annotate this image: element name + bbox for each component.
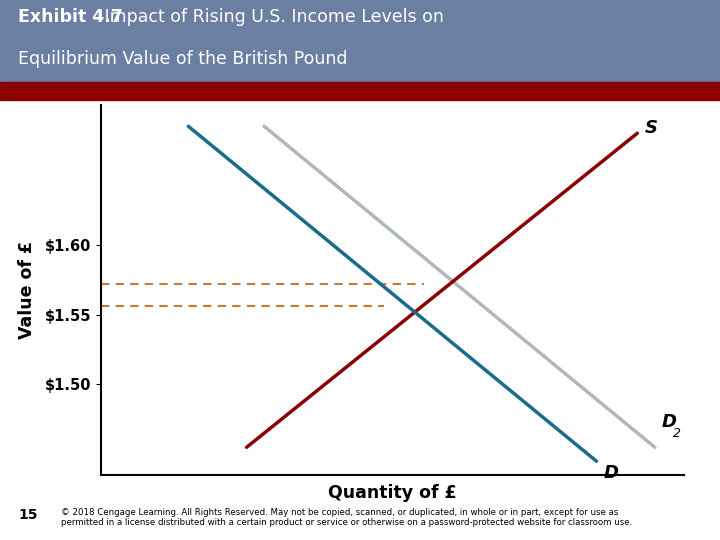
- Text: Exhibit 4.7: Exhibit 4.7: [18, 8, 122, 26]
- Text: 15: 15: [18, 508, 37, 522]
- Text: S: S: [644, 119, 657, 137]
- Y-axis label: Value of £: Value of £: [18, 241, 36, 339]
- Text: © 2018 Cengage Learning. All Rights Reserved. May not be copied, scanned, or dup: © 2018 Cengage Learning. All Rights Rese…: [61, 508, 632, 527]
- Text: Equilibrium Value of the British Pound: Equilibrium Value of the British Pound: [18, 50, 348, 68]
- Text: 2: 2: [673, 427, 681, 440]
- Bar: [0, 82, 720, 100]
- Text: D: D: [662, 413, 677, 430]
- Text: D: D: [603, 464, 618, 482]
- X-axis label: Quantity of £: Quantity of £: [328, 483, 456, 502]
- Text: Impact of Rising U.S. Income Levels on: Impact of Rising U.S. Income Levels on: [99, 8, 444, 26]
- Bar: [0, 0, 720, 82]
